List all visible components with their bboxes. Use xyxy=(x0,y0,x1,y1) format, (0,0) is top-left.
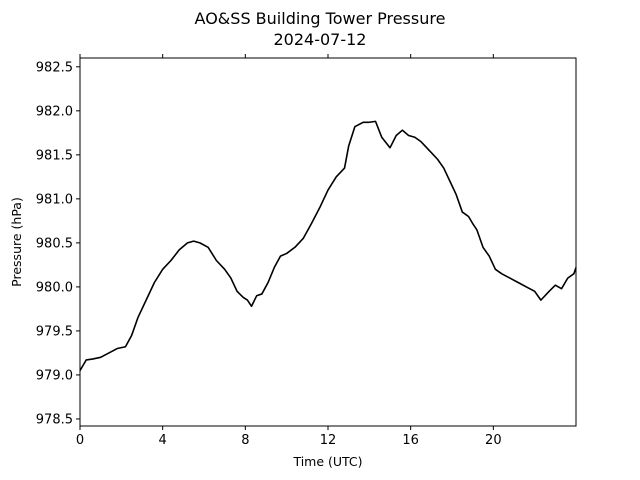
y-axis-label: Pressure (hPa) xyxy=(9,197,24,287)
chart-title: AO&SS Building Tower Pressure xyxy=(195,9,446,28)
x-tick-label: 20 xyxy=(485,433,502,448)
y-tick-label: 980.5 xyxy=(36,236,73,251)
y-tick-label: 982.5 xyxy=(36,60,73,75)
x-tick-label: 0 xyxy=(76,433,84,448)
y-tick-label: 978.5 xyxy=(36,412,73,427)
plot-frame xyxy=(79,57,577,427)
y-tick-label: 979.0 xyxy=(36,368,73,383)
x-ticks: 0 4 8 12 16 20 xyxy=(76,54,502,448)
x-tick-label: 16 xyxy=(402,433,419,448)
y-tick-label: 981.5 xyxy=(36,148,73,163)
y-tick-label: 982.0 xyxy=(36,104,73,119)
series-line-0 xyxy=(79,120,577,371)
series-group xyxy=(79,120,577,371)
chart-subtitle: 2024-07-12 xyxy=(274,30,367,49)
x-tick-label: 4 xyxy=(159,433,167,448)
x-tick-label: 8 xyxy=(241,433,249,448)
y-tick-label: 981.0 xyxy=(36,192,73,207)
y-tick-label: 979.5 xyxy=(36,324,73,339)
y-ticks: 978.5 979.0 979.5 980.0 980.5 981.0 981.5 982.0… xyxy=(36,60,80,427)
x-axis-label: Time (UTC) xyxy=(292,454,362,469)
x-tick-label: 12 xyxy=(320,433,337,448)
y-tick-label: 980.0 xyxy=(36,280,73,295)
